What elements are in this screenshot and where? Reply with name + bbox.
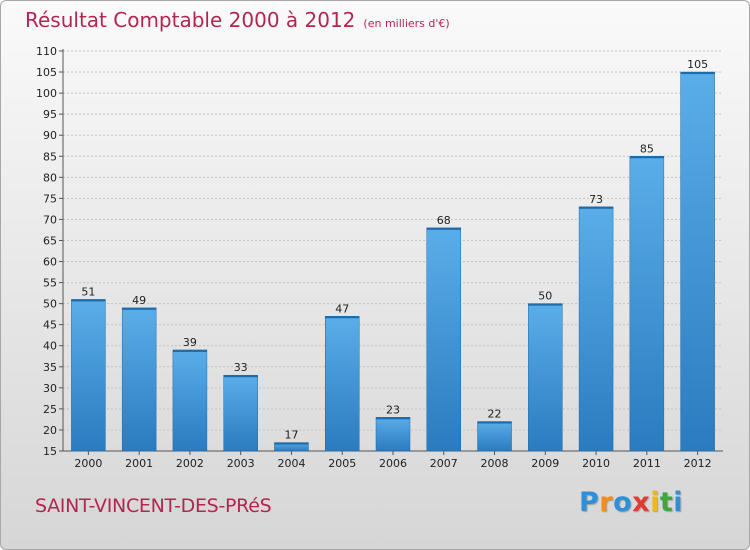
value-label: 50	[538, 290, 552, 303]
y-tick-label: 25	[43, 403, 57, 416]
x-tick-label: 2012	[684, 457, 712, 470]
chart-title-text: Résultat Comptable 2000 à 2012	[25, 8, 356, 32]
bar-cap	[680, 72, 715, 75]
bar-cap	[528, 303, 563, 306]
bar-2000	[71, 299, 106, 452]
bar-cap	[223, 375, 258, 378]
y-tick-label: 95	[43, 108, 57, 121]
logo-letter: x	[632, 487, 651, 518]
value-label: 85	[640, 142, 654, 155]
logo-letter: i	[673, 487, 684, 518]
logo-letter: P	[579, 487, 600, 518]
bar-cap	[376, 417, 410, 420]
value-label: 39	[183, 336, 197, 349]
y-tick-label: 60	[43, 256, 57, 269]
x-tick-label: 2002	[176, 457, 204, 470]
y-tick-label: 85	[43, 150, 57, 163]
x-tick-label: 2009	[531, 457, 559, 470]
bar-2003	[223, 374, 258, 452]
y-tick-label: 50	[43, 298, 57, 311]
bar-2010	[578, 206, 614, 452]
x-tick-label: 2007	[430, 457, 458, 470]
bar-cap	[274, 442, 309, 445]
bar-cap	[426, 227, 461, 230]
logo-letter: o	[613, 487, 633, 518]
bar-2008	[477, 421, 512, 452]
y-tick-label: 105	[36, 66, 57, 79]
value-label: 73	[589, 193, 603, 206]
value-label: 17	[284, 429, 298, 442]
bar-cap	[122, 307, 157, 310]
x-tick-label: 2006	[379, 457, 407, 470]
y-tick-label: 75	[43, 192, 57, 205]
chart-subtitle: (en milliers d'€)	[363, 17, 450, 30]
bar-2006	[375, 417, 411, 452]
y-tick-label: 15	[43, 445, 57, 458]
bar-2007	[426, 227, 462, 452]
x-tick-label: 2008	[481, 457, 509, 470]
y-tick-label: 65	[43, 234, 57, 247]
y-tick-label: 20	[43, 424, 57, 437]
value-label: 105	[687, 58, 708, 71]
x-tick-label: 2010	[582, 457, 610, 470]
x-tick-label: 2000	[74, 457, 102, 470]
bar-cap	[172, 349, 207, 352]
commune-name: SAINT-VINCENT-DES-PRéS	[35, 495, 272, 517]
chart-title: Résultat Comptable 2000 à 2012 (en millie…	[25, 8, 450, 32]
logo-letter: t	[659, 487, 674, 518]
bar-cap	[477, 421, 512, 424]
value-label: 68	[437, 214, 451, 227]
bar-cap	[629, 156, 664, 159]
y-tick-label: 45	[43, 319, 57, 332]
value-label: 47	[335, 302, 349, 315]
proxiti-logo: Proxiti	[579, 487, 683, 518]
bar-2005	[324, 316, 360, 452]
x-tick-label: 2003	[227, 457, 255, 470]
value-label: 51	[81, 285, 95, 298]
bar-2012	[680, 71, 715, 452]
value-label: 23	[386, 403, 400, 416]
bar-2009	[528, 303, 563, 452]
value-label: 33	[234, 361, 248, 374]
y-tick-label: 90	[43, 129, 57, 142]
bar-2011	[629, 156, 665, 452]
x-tick-label: 2005	[328, 457, 356, 470]
y-tick-label: 80	[43, 171, 57, 184]
x-tick-label: 2011	[633, 457, 661, 470]
bar-cap	[71, 299, 106, 302]
x-tick-label: 2001	[125, 457, 153, 470]
logo-letter: i	[650, 487, 660, 518]
logo-letter: r	[599, 487, 614, 518]
y-tick-label: 55	[43, 277, 57, 290]
bar-2001	[121, 307, 157, 452]
bar-cap	[325, 316, 360, 319]
bar-2002	[172, 349, 208, 452]
y-tick-label: 110	[36, 45, 57, 58]
y-tick-label: 70	[43, 213, 57, 226]
y-tick-label: 100	[36, 87, 57, 100]
x-tick-label: 2004	[277, 457, 305, 470]
y-tick-label: 35	[43, 361, 57, 374]
y-tick-label: 30	[43, 382, 57, 395]
value-label: 49	[132, 294, 146, 307]
y-tick-label: 40	[43, 340, 57, 353]
value-label: 22	[488, 408, 502, 421]
bar-cap	[579, 206, 614, 209]
